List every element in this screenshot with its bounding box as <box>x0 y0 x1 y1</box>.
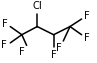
Text: F: F <box>56 43 61 53</box>
Text: F: F <box>2 19 7 29</box>
Text: F: F <box>51 50 57 60</box>
Text: Cl: Cl <box>32 1 42 11</box>
Text: F: F <box>84 11 90 21</box>
Text: F: F <box>84 33 90 43</box>
Text: F: F <box>1 40 6 50</box>
Text: F: F <box>19 47 25 57</box>
